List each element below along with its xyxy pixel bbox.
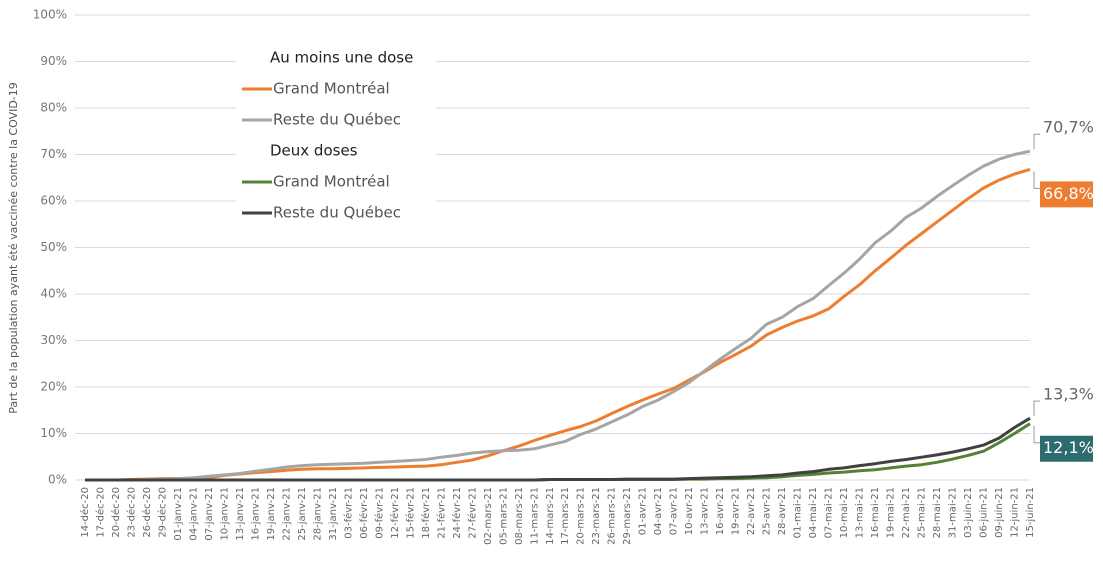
legend-label: Reste du Québec <box>273 204 401 222</box>
y-tick-label: 90% <box>40 54 67 68</box>
x-tick-label: 15-juin-21 <box>1025 487 1036 538</box>
y-tick-label: 80% <box>40 101 67 115</box>
x-tick-label: 28-avr-21 <box>777 487 788 535</box>
value-label-box <box>1040 181 1093 208</box>
x-tick-label: 17-mars-21 <box>560 487 571 545</box>
x-tick-label: 04-janv-21 <box>188 487 199 541</box>
x-tick-label: 09-juin-21 <box>994 487 1005 538</box>
y-axis-label: Part de la population ayant été vaccinée… <box>7 82 20 414</box>
label-leader <box>1033 171 1040 189</box>
x-tick-label: 22-avr-21 <box>746 487 757 535</box>
y-tick-label: 10% <box>40 426 67 440</box>
x-tick-label: 29-mars-21 <box>622 487 633 545</box>
y-tick-label: 0% <box>48 473 67 487</box>
x-tick-label: 13-avr-21 <box>700 487 711 535</box>
x-tick-label: 13-janv-21 <box>235 487 246 541</box>
x-tick-label: 01-mai-21 <box>793 487 804 538</box>
label-leader <box>1033 133 1040 150</box>
y-tick-label: 20% <box>40 380 67 394</box>
x-tick-label: 12-juin-21 <box>1010 487 1021 538</box>
x-tick-label: 16-mai-21 <box>870 487 881 538</box>
x-tick-label: 08-mars-21 <box>514 487 525 545</box>
x-tick-label: 29-déc-20 <box>156 487 168 538</box>
legend-background <box>236 42 436 228</box>
x-tick-label: 25-mai-21 <box>917 487 928 538</box>
x-tick-label: 15-févr-21 <box>404 487 416 539</box>
x-tick-label: 14-déc-20 <box>79 487 91 538</box>
y-tick-label: 50% <box>40 240 67 254</box>
x-tick-label: 16-janv-21 <box>250 487 261 541</box>
x-tick-label: 10-mai-21 <box>839 487 850 538</box>
x-tick-label: 06-févr-21 <box>358 487 370 539</box>
y-tick-label: 60% <box>40 194 67 208</box>
y-tick-label: 30% <box>40 333 67 347</box>
x-tick-label: 31-janv-21 <box>328 487 339 541</box>
x-tick-label: 23-déc-20 <box>125 487 137 538</box>
x-tick-label: 22-mai-21 <box>901 487 912 538</box>
y-tick-label: 70% <box>40 147 67 161</box>
value-label: 66,8% <box>1043 184 1094 203</box>
y-tick-label: 40% <box>40 287 67 301</box>
x-tick-label: 01-janv-21 <box>173 487 184 541</box>
x-tick-label: 10-avr-21 <box>684 487 695 535</box>
label-leader <box>1033 425 1040 444</box>
x-tick-label: 31-mai-21 <box>948 487 959 538</box>
legend-group-title: Deux doses <box>270 142 358 160</box>
x-tick-label: 28-janv-21 <box>312 487 323 541</box>
label-leader <box>1033 400 1040 417</box>
value-label: 13,3% <box>1043 385 1094 404</box>
x-tick-label: 20-déc-20 <box>110 487 122 538</box>
x-tick-label: 19-mai-21 <box>886 487 897 538</box>
x-tick-label: 22-janv-21 <box>281 487 292 541</box>
value-label: 12,1% <box>1043 438 1094 457</box>
x-tick-label: 11-mars-21 <box>529 487 540 545</box>
legend-label: Grand Montréal <box>273 173 390 191</box>
x-tick-label: 23-mars-21 <box>591 487 602 545</box>
series-line <box>85 149 1031 482</box>
x-tick-label: 02-mars-21 <box>483 487 494 545</box>
x-tick-label: 25-avr-21 <box>762 487 773 535</box>
x-tick-label: 14-mars-21 <box>545 487 556 545</box>
x-tick-label: 26-mars-21 <box>607 487 618 545</box>
x-tick-label: 27-févr-21 <box>466 487 478 539</box>
x-tick-label: 28-mai-21 <box>932 487 943 538</box>
x-tick-label: 10-janv-21 <box>219 487 230 541</box>
x-tick-label: 01-avr-21 <box>638 487 649 535</box>
x-tick-label: 20-mars-21 <box>576 487 587 545</box>
value-label-box <box>1040 435 1093 462</box>
x-tick-label: 03-févr-21 <box>342 487 354 539</box>
x-tick-label: 19-avr-21 <box>731 487 742 535</box>
x-tick-label: 21-févr-21 <box>435 487 447 539</box>
series-line <box>85 416 1031 482</box>
value-label: 70,7% <box>1043 118 1094 137</box>
y-tick-label: 100% <box>33 8 67 22</box>
x-tick-label: 24-févr-21 <box>451 487 463 539</box>
x-tick-label: 09-févr-21 <box>373 487 385 539</box>
x-tick-label: 18-févr-21 <box>420 487 432 539</box>
x-tick-label: 12-févr-21 <box>389 487 401 539</box>
x-tick-label: 17-déc-20 <box>94 487 106 538</box>
x-tick-label: 04-mai-21 <box>808 487 819 538</box>
x-tick-label: 13-mai-21 <box>855 487 866 538</box>
x-tick-label: 04-avr-21 <box>653 487 664 535</box>
x-tick-label: 06-juin-21 <box>979 487 990 538</box>
legend-group-title: Au moins une dose <box>270 49 413 67</box>
x-tick-label: 16-avr-21 <box>715 487 726 535</box>
legend-label: Reste du Québec <box>273 111 401 129</box>
legend-label: Grand Montréal <box>273 80 390 98</box>
x-tick-label: 19-janv-21 <box>266 487 277 541</box>
x-tick-label: 26-déc-20 <box>141 487 153 538</box>
x-tick-label: 25-janv-21 <box>297 487 308 541</box>
x-tick-label: 05-mars-21 <box>498 487 509 545</box>
x-tick-label: 07-janv-21 <box>204 487 215 541</box>
x-tick-label: 07-avr-21 <box>669 487 680 535</box>
x-tick-label: 07-mai-21 <box>824 487 835 538</box>
x-tick-label: 03-juin-21 <box>963 487 974 538</box>
